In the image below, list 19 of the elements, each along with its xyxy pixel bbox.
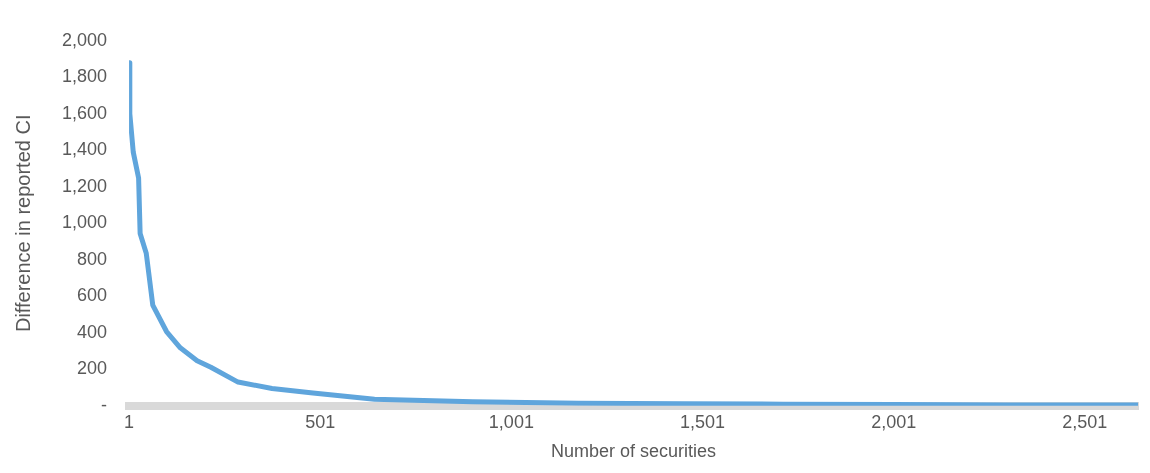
y-tick-label: 600: [77, 285, 108, 306]
y-tick-label: 200: [77, 358, 108, 379]
y-tick-label: 400: [77, 321, 108, 342]
y-tick-label: -: [101, 394, 108, 415]
x-axis-title: Number of securities: [550, 441, 717, 462]
y-axis-title: Difference in reported CI: [11, 114, 34, 333]
y-tick-label: 800: [77, 248, 108, 269]
y-tick-label: 1,000: [62, 212, 108, 233]
x-tick-label: 2,501: [1062, 411, 1108, 432]
y-tick-label: 2,000: [62, 29, 108, 50]
x-tick-label: 1: [124, 411, 135, 432]
x-tick-label: 501: [305, 411, 336, 432]
x-tick-label: 1,501: [680, 411, 726, 432]
y-tick-label: 1,800: [62, 66, 108, 87]
x-tick-label: 1,001: [488, 411, 534, 432]
y-tick-label: 1,600: [62, 102, 108, 123]
y-tick-label: 1,200: [62, 175, 108, 196]
y-tick-label: 1,400: [62, 139, 108, 160]
x-tick-label: 2,001: [871, 411, 917, 432]
